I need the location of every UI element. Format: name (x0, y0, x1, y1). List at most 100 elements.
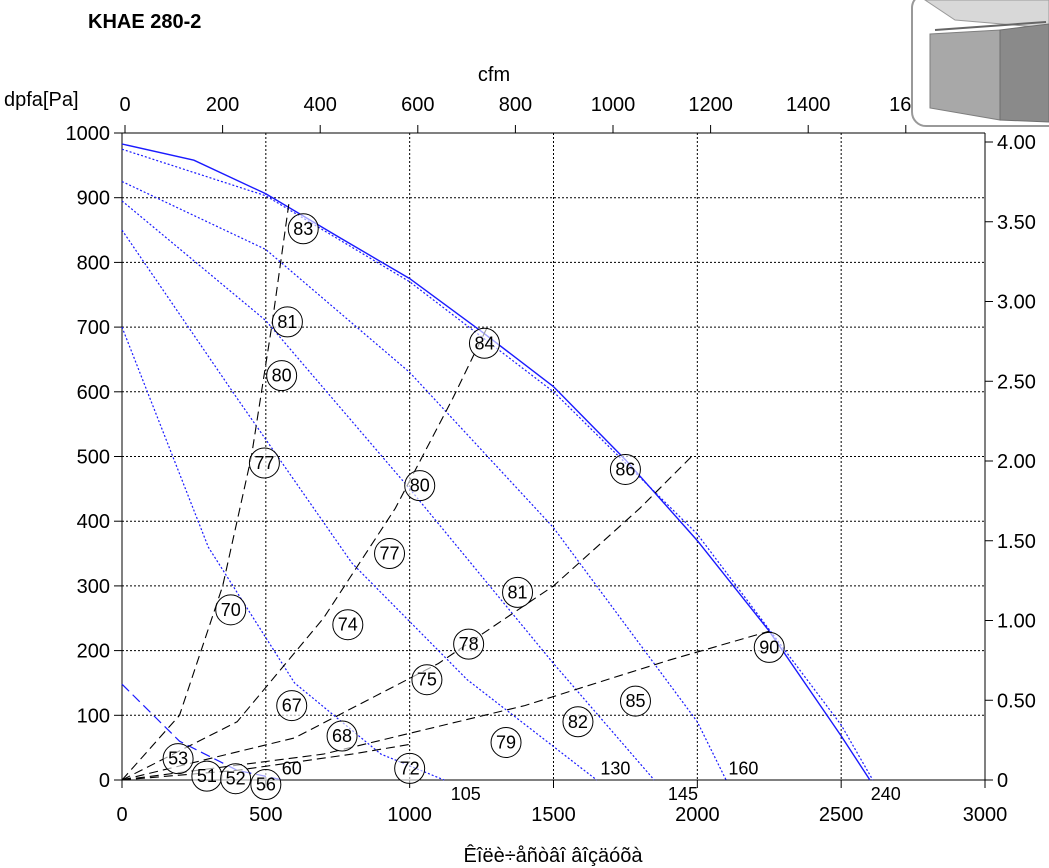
efficiency-marker-label: 68 (332, 726, 352, 746)
efficiency-marker-label: 72 (400, 758, 420, 778)
top-tick-label: 1200 (688, 94, 733, 116)
product-image-side (929, 29, 1001, 121)
efficiency-marker: 72 (394, 752, 426, 784)
efficiency-marker-circle (490, 726, 522, 758)
efficiency-marker-label: 79 (496, 732, 516, 752)
efficiency-marker-label: 81 (508, 582, 528, 602)
efficiency-marker-label: 51 (197, 766, 217, 786)
x-tick-label: 500 (249, 804, 282, 826)
efficiency-marker-label: 84 (474, 333, 494, 353)
efficiency-marker: 80 (404, 470, 436, 502)
y-tick-label: 1000 (66, 123, 111, 145)
right-tick-label: 3.50 (997, 212, 1036, 234)
y-tick-label: 200 (77, 641, 110, 663)
efficiency-marker: 85 (619, 685, 651, 717)
efficiency-marker: 70 (215, 594, 247, 626)
efficiency-marker: 56 (250, 769, 282, 801)
efficiency-marker-label: 80 (410, 476, 430, 496)
efficiency-marker-circle (326, 720, 358, 752)
efficiency-marker-circle (394, 752, 426, 784)
y-tick-label: 800 (77, 252, 110, 274)
efficiency-marker-label: 53 (168, 749, 188, 769)
right-tick-label: 0 (997, 770, 1008, 792)
efficiency-marker-circle (411, 664, 443, 696)
top-tick-label: 1000 (591, 94, 636, 116)
y-tick-label: 600 (77, 382, 110, 404)
efficiency-marker: 77 (374, 538, 406, 570)
product-image-top (924, 0, 1049, 29)
right-tick-label: 3.00 (997, 292, 1036, 314)
efficiency-marker: 82 (562, 706, 594, 738)
efficiency-marker-label: 85 (625, 691, 645, 711)
efficiency-marker-circle (271, 306, 303, 338)
efficiency-marker: 80 (266, 360, 298, 392)
efficiency-line (121, 204, 290, 781)
efficiency-marker-circle (562, 706, 594, 738)
efficiency-marker-label: 70 (221, 600, 241, 620)
efficiency-marker: 51 (191, 760, 223, 792)
efficiency-marker: 52 (220, 763, 252, 795)
efficiency-marker-circle (287, 213, 319, 245)
system-curve (121, 180, 727, 781)
system-curve-label: 130 (600, 758, 630, 778)
efficiency-marker: 86 (609, 453, 641, 485)
y-tick-label: 0 (99, 770, 110, 792)
top-axis-title: cfm (478, 64, 510, 86)
system-curve-label: 240 (871, 784, 901, 804)
efficiency-marker: 67 (276, 690, 308, 722)
y-axis-title: dpfa[Pa] (4, 89, 79, 111)
system-curve-label: 105 (451, 784, 481, 804)
top-tick-label: 1400 (786, 94, 831, 116)
efficiency-lines (121, 204, 770, 781)
point-labels: 83 81 80 77 70 53 51 52 56 84 86 90 80 77 74 67 68 72 81 78… (162, 213, 901, 804)
efficiency-marker-label: 80 (272, 366, 292, 386)
efficiency-marker-label: 77 (380, 544, 400, 564)
efficiency-marker-circle (502, 576, 534, 608)
efficiency-marker-circle (468, 327, 500, 359)
efficiency-marker-label: 81 (277, 312, 297, 332)
y-tick-label: 900 (77, 188, 110, 210)
top-tick-label: 800 (499, 94, 532, 116)
efficiency-marker-label: 90 (759, 637, 779, 657)
efficiency-marker-circle (753, 631, 785, 663)
x-axis-title: Êîëè÷åñòâî âîçäóõà (464, 844, 644, 867)
efficiency-marker-circle (619, 685, 651, 717)
x-tick-label: 2500 (819, 804, 864, 826)
efficiency-marker-circle (453, 628, 485, 660)
efficiency-marker: 77 (248, 447, 280, 479)
efficiency-marker-label: 52 (226, 769, 246, 789)
efficiency-marker: 84 (468, 327, 500, 359)
efficiency-marker-label: 82 (568, 712, 588, 732)
system-curve (121, 326, 445, 781)
efficiency-marker-circle (215, 594, 247, 626)
efficiency-marker-circle (248, 447, 280, 479)
system-curve-label: 60 (282, 758, 302, 778)
system-curve (121, 148, 874, 781)
efficiency-marker-label: 86 (615, 459, 635, 479)
top-tick-label: 0 (119, 94, 130, 116)
efficiency-marker-circle (266, 360, 298, 392)
y-tick-label: 700 (77, 317, 110, 339)
y-tick-label: 400 (77, 511, 110, 533)
efficiency-marker: 78 (453, 628, 485, 660)
system-curve-label: 145 (668, 784, 698, 804)
efficiency-marker-circle (250, 769, 282, 801)
efficiency-line (121, 630, 770, 781)
y-tick-label: 500 (77, 447, 110, 469)
efficiency-marker: 90 (753, 631, 785, 663)
efficiency-marker: 68 (326, 720, 358, 752)
efficiency-marker-circle (276, 690, 308, 722)
efficiency-marker: 81 (502, 576, 534, 608)
system-curve-label: 160 (728, 758, 758, 778)
x-tick-label: 1500 (531, 804, 576, 826)
y-tick-label: 300 (77, 576, 110, 598)
efficiency-marker-circle (332, 609, 364, 641)
efficiency-line (121, 456, 692, 781)
efficiency-marker: 79 (490, 726, 522, 758)
efficiency-marker-label: 83 (293, 219, 313, 239)
efficiency-line (121, 326, 488, 781)
efficiency-marker-label: 77 (254, 453, 274, 473)
efficiency-marker: 74 (332, 609, 364, 641)
